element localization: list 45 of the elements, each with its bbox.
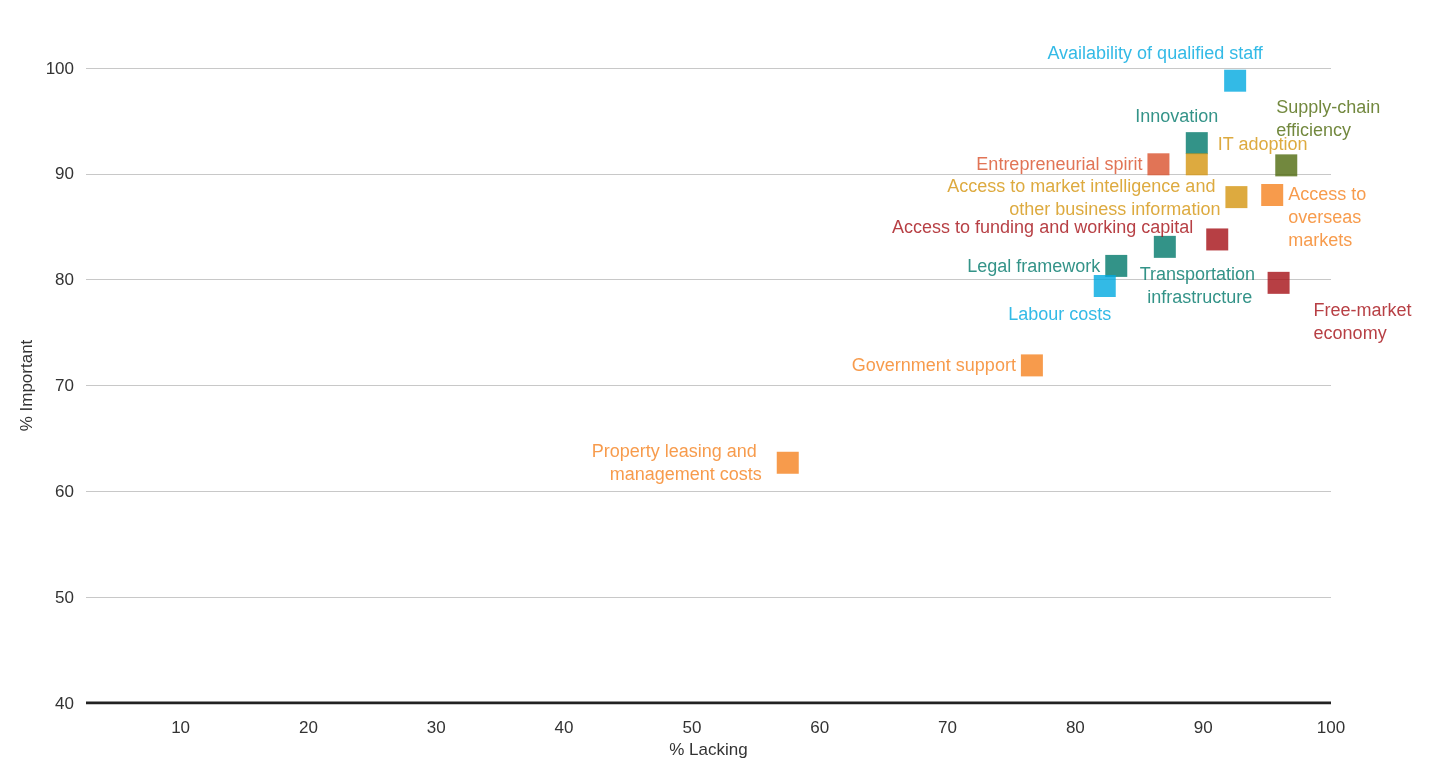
point	[1267, 271, 1290, 294]
series-label: Transportation infrastructure	[1139, 264, 1261, 308]
point	[1185, 153, 1208, 176]
point	[1225, 186, 1248, 209]
series-label: Availability of qualified staff	[1047, 43, 1264, 64]
x-tick-label: 30	[426, 718, 446, 737]
x-tick-label: 60	[810, 718, 830, 737]
point	[776, 451, 799, 474]
series-label: Free-market economy	[1313, 300, 1417, 344]
series-label: Labour costs	[1008, 303, 1112, 324]
point	[1275, 154, 1298, 177]
series-label: Access to overseas markets	[1288, 184, 1372, 250]
point	[1185, 132, 1208, 155]
y-tick-label: 50	[55, 587, 74, 607]
series-label: Access to market intelligence and other business information	[947, 175, 1221, 219]
x-tick-label: 10	[171, 718, 191, 737]
series-label: Property leasing and management costs	[591, 441, 762, 485]
x-tick-label: 70	[938, 718, 957, 737]
point	[1147, 153, 1170, 176]
x-tick-label: 50	[682, 718, 702, 737]
x-tick-label: 80	[1065, 718, 1085, 737]
x-tick-label: 40	[554, 718, 574, 737]
x-tick-label: 90	[1193, 718, 1213, 737]
series-label: Innovation	[1135, 105, 1219, 126]
point	[1206, 228, 1229, 251]
y-tick-label: 90	[55, 164, 74, 184]
series-label: Access to funding and working capital	[892, 217, 1194, 238]
point	[1261, 184, 1284, 206]
point	[1020, 354, 1043, 377]
series-label: Entrepreneurial spirit	[976, 154, 1143, 175]
point	[1153, 235, 1176, 258]
series-label: Government support	[851, 355, 1016, 376]
y-tick-label: 70	[55, 376, 74, 395]
x-tick-label: 20	[298, 718, 318, 737]
x-tick-label: 100	[1316, 718, 1346, 737]
point	[1224, 69, 1247, 92]
y-tick-label: 80	[55, 270, 74, 290]
point	[1093, 275, 1116, 298]
y-axis-title: % Important	[16, 339, 36, 432]
y-tick-label: 100	[45, 58, 74, 78]
point	[1105, 254, 1128, 277]
series-label: Legal framework	[967, 255, 1102, 276]
y-tick-label: 60	[55, 481, 74, 501]
x-axis-title: % Lacking	[669, 740, 748, 759]
y-tick-label: 40	[55, 693, 74, 713]
